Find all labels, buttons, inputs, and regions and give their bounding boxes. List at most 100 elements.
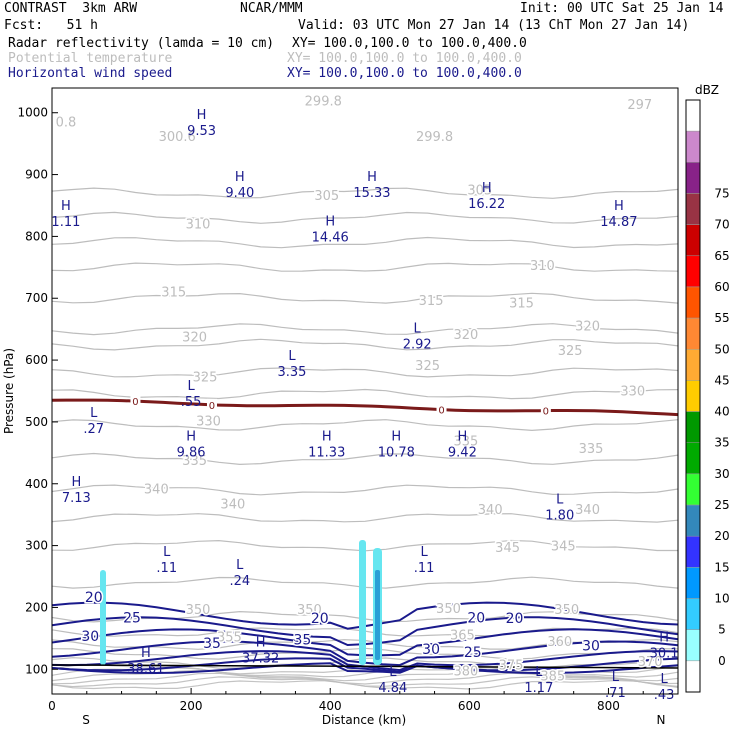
- freezing-level-label: 0: [543, 407, 549, 418]
- theta-contour-line: [51, 484, 679, 496]
- extremum-value: 10.78: [378, 445, 415, 460]
- colorbar-level-label: 65: [714, 249, 729, 263]
- extremum-value: 9.40: [225, 186, 254, 201]
- extremum-marker: L: [420, 545, 428, 560]
- extremum-marker: H: [186, 429, 196, 444]
- extremum-marker: H: [614, 199, 624, 214]
- theta-label: 345: [495, 541, 520, 556]
- colorbar-swatch: [685, 317, 701, 350]
- extremum-marker: L: [556, 493, 564, 508]
- theta-label: 335: [453, 434, 478, 449]
- colorbar-swatch: [685, 255, 701, 288]
- extremum-value: 1.80: [545, 509, 574, 524]
- theta-label: 299.8: [416, 130, 453, 145]
- x-axis-label: Distance (km): [322, 713, 406, 727]
- extremum-marker: H: [659, 630, 669, 645]
- extremum-marker: H: [322, 429, 332, 444]
- extremum-value: 2.92: [403, 337, 432, 352]
- colorbar-swatch: [685, 660, 701, 693]
- theta-label: 297: [627, 98, 652, 113]
- extremum-value: 9.53: [187, 124, 216, 139]
- extremum-marker: H: [457, 429, 467, 444]
- extremum-marker: H: [71, 475, 81, 490]
- y-tick-label: 1000: [17, 106, 48, 120]
- extremum-marker: H: [61, 199, 71, 214]
- colorbar-frame: [685, 99, 701, 693]
- theta-contour-line: [51, 211, 679, 224]
- colorbar-swatch: [685, 130, 701, 163]
- colorbar-swatch: [685, 442, 701, 475]
- theta-contour-line: [51, 419, 679, 432]
- theta-label: 340: [144, 483, 169, 498]
- extremum-marker: L: [612, 670, 620, 685]
- wind-label: 25: [464, 645, 482, 661]
- freezing-label-bg: [540, 404, 551, 416]
- field-label-reflectivity: Radar reflectivity (lamda = 10 cm): [8, 36, 275, 51]
- y-tick-label: 800: [25, 229, 48, 243]
- extremum-marker: L: [389, 665, 397, 680]
- theta-label: 325: [558, 344, 583, 359]
- theta-label: 380: [453, 664, 478, 679]
- freezing-level-label: 0: [209, 401, 215, 412]
- colorbar-level-label: 35: [714, 436, 729, 450]
- colorbar-level-label: 10: [714, 592, 729, 606]
- forecast-hour: Fcst: 51 h: [4, 18, 98, 33]
- colorbar: dBZ 0 5 10 15 20 25 30 35 40 45 50 55 60 65 70 75: [685, 83, 730, 693]
- theta-label: 350: [436, 602, 461, 617]
- colorbar-swatch: [685, 349, 701, 381]
- extremum-value: .11: [156, 561, 177, 576]
- theta-label: 335: [182, 454, 207, 469]
- terrain-line: [51, 664, 679, 669]
- theta-label: 350: [186, 603, 211, 618]
- center-title: NCAR/MMM: [240, 1, 303, 16]
- theta-label: 365: [450, 629, 475, 644]
- extremum-value: 14.87: [600, 215, 637, 230]
- field-xy-reflectivity: XY= 100.0,100.0 to 100.0,400.0: [292, 36, 527, 51]
- extremum-value: 15.33: [353, 186, 390, 201]
- colorbar-level-label: 30: [714, 467, 729, 481]
- theta-contour-line: [51, 338, 679, 351]
- colorbar-swatch: [685, 193, 701, 225]
- wind-label: 25: [123, 610, 141, 626]
- y-tick-label: 300: [25, 539, 48, 553]
- y-tick-label: 200: [25, 600, 48, 614]
- x-end-label-right: N: [657, 713, 666, 727]
- x-tick-label: 400: [319, 699, 342, 713]
- theta-label: 315: [419, 294, 444, 309]
- theta-label: 340: [478, 503, 503, 518]
- colorbar-swatch: [685, 162, 701, 194]
- reflectivity-echoes: [100, 540, 382, 665]
- colorbar-level-label: 50: [714, 342, 729, 356]
- y-tick-label: 500: [25, 415, 48, 429]
- theta-contour-line: [51, 388, 679, 400]
- extremum-marker: L: [288, 349, 296, 364]
- wind-label: 35: [293, 633, 311, 649]
- colorbar-level-label: 5: [718, 623, 726, 637]
- extremum-marker: H: [197, 108, 207, 123]
- valid-time: Valid: 03 UTC Mon 27 Jan 14 (13 ChT Mon …: [298, 18, 690, 33]
- extremum-value: 3.35: [277, 365, 306, 380]
- theta-label: 320: [453, 328, 478, 343]
- y-tick-label: 900: [25, 168, 48, 182]
- y-axis-label: Pressure (hPa): [2, 348, 16, 434]
- y-tick-label: 600: [25, 353, 48, 367]
- init-time: Init: 00 UTC Sat 25 Jan 14: [520, 1, 724, 16]
- theta-contour-line: [51, 292, 679, 304]
- colorbar-swatch: [685, 99, 701, 132]
- theta-label: 335: [579, 442, 604, 457]
- colorbar-swatch: [685, 224, 701, 257]
- wind-label: 30: [582, 639, 600, 655]
- extremum-value: .11: [414, 561, 435, 576]
- x-axis: 0 200 400 600 800: [48, 688, 679, 713]
- extremum-value: .24: [229, 574, 250, 589]
- wind-label: 20: [85, 590, 103, 606]
- field-xy-theta: XY= 100.0,100.0 to 100.0,400.0: [287, 51, 522, 66]
- x-end-label-left: S: [82, 713, 90, 727]
- field-xy-wind: XY= 100.0,100.0 to 100.0,400.0: [287, 66, 522, 81]
- extremum-value: 1.11: [51, 215, 80, 230]
- theta-label: 320: [182, 331, 207, 346]
- colorbar-swatch: [685, 535, 701, 568]
- extremum-value: 38.61: [127, 662, 164, 677]
- extremum-value: 16.22: [468, 197, 505, 212]
- extremum-value: 9.86: [177, 445, 206, 460]
